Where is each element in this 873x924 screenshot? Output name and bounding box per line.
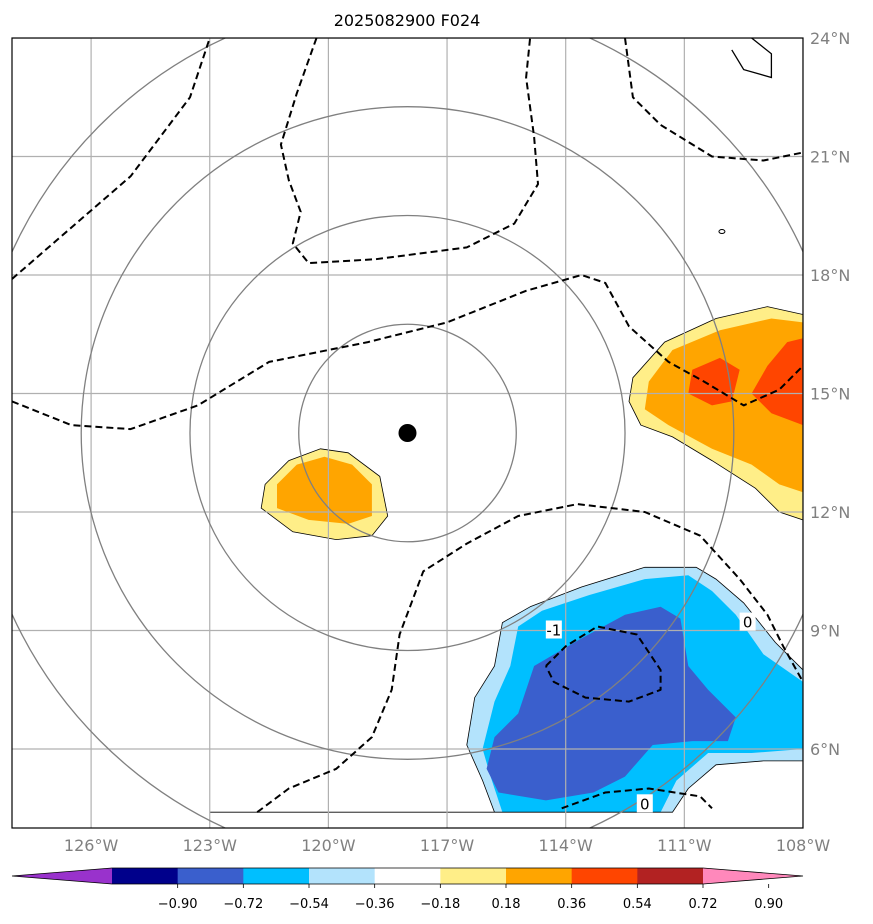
range-ring (298, 323, 517, 543)
map-plot-area: -1 0 0 (12, 38, 803, 828)
colorbar-label: 0.72 (689, 897, 718, 912)
range-ring (80, 106, 735, 760)
colorbar-label: 0.90 (754, 897, 783, 912)
colorbar-segment (309, 868, 376, 884)
range-rings (12, 38, 803, 828)
longitude-label: 117°W (420, 836, 475, 855)
latitude-label: 18°N (810, 266, 850, 285)
colorbar-segment (506, 868, 573, 884)
colorbar-segment (374, 868, 441, 884)
colorbar-segment (571, 868, 638, 884)
latitude-label: 15°N (810, 385, 850, 404)
colorbar-extend-high (703, 868, 803, 884)
longitude-label: 120°W (301, 836, 356, 855)
coastline-layer (718, 38, 773, 235)
longitude-label: 111°W (657, 836, 712, 855)
lat-lon-gridlines (12, 38, 803, 828)
shaded-region-8 (486, 606, 736, 801)
colorbar (11, 867, 804, 885)
contour-label-bg (739, 612, 756, 631)
islet (718, 229, 726, 235)
latitude-label: 12°N (810, 503, 850, 522)
colorbar-label: −0.18 (420, 897, 460, 912)
colorbar-segment (243, 868, 310, 884)
contour-labels: -1 0 0 (545, 612, 756, 813)
colorbar-segment (112, 868, 179, 884)
latitude-tick-labels: 6°N 9°N 12°N 15°N 18°N 21°N 24°N (810, 29, 850, 759)
dashed-contour-2 (624, 38, 803, 162)
map-frame (11, 37, 804, 829)
shaded-region-3 (751, 338, 803, 426)
colorbar-label: 0.36 (557, 897, 586, 912)
colorbar-segment (177, 868, 244, 884)
dashed-contour-5 (545, 625, 662, 703)
latitude-label: 6°N (810, 740, 840, 759)
dashed-contour-6 (561, 787, 713, 810)
storm-center-marker (398, 424, 417, 442)
longitude-label: 126°W (64, 836, 119, 855)
latitude-label: 21°N (810, 148, 850, 167)
colorbar-label: 0.54 (623, 897, 652, 912)
dashed-contour-3 (12, 274, 803, 431)
longitude-tick-labels: 126°W 123°W 120°W 117°W 114°W 111°W 108°W (64, 836, 830, 855)
shaded-outline-4 (260, 448, 389, 541)
figure-title: 2025082900 F024 (334, 11, 481, 30)
range-ring (189, 214, 626, 652)
longitude-label: 123°W (183, 836, 238, 855)
colorbar-label: −0.90 (158, 897, 198, 912)
contour-label-bg (636, 794, 653, 813)
colorbar-extend-low (12, 868, 112, 884)
colorbar-label: −0.36 (355, 897, 395, 912)
latitude-label: 24°N (810, 29, 850, 48)
dashed-contours (12, 38, 803, 814)
contour-label: 0 (640, 795, 650, 813)
colorbar-segment (440, 868, 507, 884)
colorbar-label: −0.54 (289, 897, 329, 912)
colorbar-outline (11, 867, 804, 885)
contour-label-bg (545, 620, 562, 639)
longitude-label: 108°W (776, 836, 831, 855)
anomaly-shading-layer (209, 306, 803, 813)
colorbar-label: 0.18 (492, 897, 521, 912)
shaded-region-5 (277, 456, 372, 524)
dashed-contour-4 (256, 503, 803, 814)
coastline (731, 38, 773, 79)
latitude-label: 9°N (810, 622, 840, 641)
colorbar-segment (637, 868, 704, 884)
longitude-label: 114°W (539, 836, 594, 855)
contour-label: 0 (743, 614, 753, 632)
contour-label: -1 (546, 622, 561, 640)
colorbar-labels: −0.90 −0.72 −0.54 −0.36 −0.18 0.18 0.36 0.54 0.7… (158, 884, 783, 912)
dashed-contour-0 (12, 38, 211, 280)
colorbar-label: −0.72 (223, 897, 263, 912)
